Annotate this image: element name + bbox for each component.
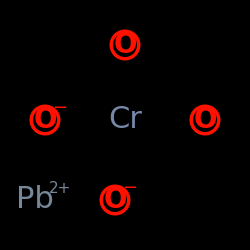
Text: O: O <box>33 106 57 134</box>
Text: −: − <box>122 179 137 197</box>
Text: O: O <box>103 186 127 214</box>
Text: O: O <box>113 31 137 59</box>
Text: O: O <box>193 106 217 134</box>
Text: Cr: Cr <box>108 106 142 134</box>
Text: Pb: Pb <box>16 186 54 214</box>
Text: −: − <box>52 99 67 117</box>
Text: 2+: 2+ <box>49 181 71 196</box>
